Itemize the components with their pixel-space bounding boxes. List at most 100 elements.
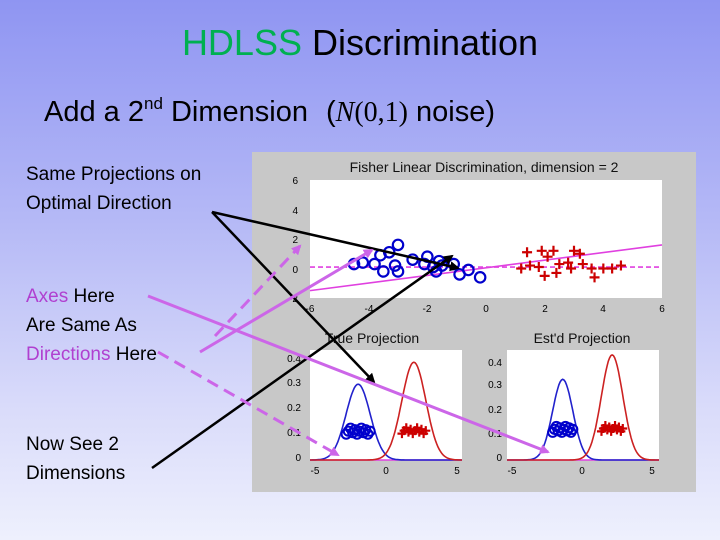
arrow-to-est-projection (211, 210, 460, 272)
top-xtick: -2 (423, 304, 432, 315)
subtitle-mid: Dimension (162, 96, 308, 128)
top-xtick: 0 (483, 304, 489, 315)
class2-plus-point (586, 263, 597, 274)
class1-circle-point (473, 271, 487, 284)
note-same-projections: Same Projections on Optimal Direction (26, 160, 201, 218)
right-plot-area (507, 350, 659, 460)
left-xtick: 5 (454, 466, 460, 477)
left-ytick: 0.1 (287, 428, 301, 439)
class1-circle-point (388, 259, 402, 272)
math-args: (0,1) (354, 97, 408, 128)
right-ytick: 0.3 (488, 380, 502, 391)
class1-circle-point (462, 263, 475, 277)
title-rest: Discrimination (301, 22, 539, 63)
left-ytick: 0.4 (287, 354, 301, 365)
top-ytick: 0 (292, 265, 298, 276)
true-circle-point (364, 425, 376, 437)
subtitle-sup: nd (143, 94, 163, 113)
right-xtick: -5 (508, 466, 517, 477)
est-circle-point (567, 423, 579, 435)
slide-subtitle: Add a 2nd Dimension (N(0,1) noise) (44, 94, 496, 128)
arrow-to-2d-scatter (151, 254, 454, 470)
est-density-curve (507, 378, 659, 461)
arrow-directions-to-true-axis (157, 350, 340, 457)
right-ytick: 0.2 (488, 405, 502, 416)
note-axes-directions: Axes Here Are Same As Directions Here (26, 282, 157, 369)
note2-axes: Axes (26, 286, 69, 307)
top-ytick: 4 (292, 206, 298, 217)
arrow-axes-to-dashed-line (213, 244, 302, 338)
class1-circle-point (377, 265, 390, 278)
note1-line2: Optimal Direction (26, 193, 172, 214)
class2-plus-point (577, 259, 588, 270)
class1-circle-point (391, 238, 405, 252)
note3-line1: Now See 2 (26, 434, 119, 455)
title-highlight: HDLSS (181, 22, 302, 63)
top-xtick: 4 (600, 304, 606, 315)
right-plot-title: Est'd Projection (534, 330, 631, 346)
class2-plus-point (563, 257, 574, 268)
right-xtick: 5 (649, 466, 655, 477)
left-y-ticks: 0.4 0.3 0.2 0.1 0 (287, 354, 301, 464)
left-ytick: 0.3 (287, 378, 301, 389)
left-ytick: 0.2 (287, 403, 301, 414)
left-plot-title: True Projection (325, 330, 419, 346)
est-plus-point (618, 423, 628, 433)
true-plus-point (421, 426, 431, 436)
subtitle-post: noise) (407, 96, 496, 128)
class2-plus-point (533, 262, 544, 273)
note1-line1: Same Projections on (26, 164, 202, 185)
class2-plus-point (598, 263, 609, 274)
class1-circle-point (391, 265, 405, 278)
class2-plus-point (516, 263, 527, 274)
top-xtick: 2 (542, 304, 548, 315)
true-density-curve (310, 361, 462, 461)
left-plot-marks (310, 361, 462, 461)
note2-here2: Here (110, 344, 157, 365)
class2-plus-point (589, 272, 600, 283)
class2-plus-point (542, 251, 553, 262)
subtitle-math: N(0,1) (336, 97, 408, 128)
figure-svg: Fisher Linear Discrimination, dimension … (287, 159, 666, 477)
left-ytick: 0 (295, 453, 301, 464)
class2-plus-point (569, 245, 579, 256)
class2-plus-point (522, 247, 533, 258)
top-xtick: -6 (306, 304, 315, 315)
class2-plus-point (615, 260, 626, 271)
left-xtick: -5 (311, 466, 320, 477)
est-density-curve (507, 353, 659, 461)
note2-here: Here (68, 286, 115, 307)
right-xtick: 0 (579, 466, 585, 477)
class2-plus-point (548, 245, 559, 256)
top-plot-title: Fisher Linear Discrimination, dimension … (350, 159, 619, 175)
class2-plus-point (566, 263, 577, 274)
note-two-dimensions: Now See 2 Dimensions (26, 430, 125, 488)
top-x-ticks: -6 -4 -2 0 2 4 6 (306, 304, 666, 315)
arrow-axes-to-est-axis (147, 294, 550, 454)
class2-plus-point (551, 267, 562, 278)
top-xtick: -4 (365, 304, 374, 315)
class2-plus-point (525, 260, 535, 271)
subtitle-pre: Add a 2 (44, 96, 144, 128)
right-plot-marks (507, 353, 659, 461)
right-ytick: 0 (496, 453, 502, 464)
left-xtick: 0 (383, 466, 389, 477)
right-y-ticks: 0.4 0.3 0.2 0.1 0 (488, 358, 502, 464)
class2-plus-point (574, 248, 585, 259)
class2-plus-point (539, 270, 550, 281)
arrow-directions-to-solid-line (199, 248, 374, 354)
note3-line2: Dimensions (26, 463, 126, 484)
math-n: N (335, 97, 355, 128)
matlab-figure: Fisher Linear Discrimination, dimension … (252, 152, 696, 492)
top-xtick: 6 (659, 304, 665, 315)
class2-plus-point (554, 259, 565, 270)
top-ytick: 2 (292, 235, 298, 246)
class2-plus-point (536, 245, 547, 256)
right-ytick: 0.4 (488, 358, 502, 369)
note2-line2: Are Same As (26, 315, 137, 336)
slide-title: HDLSS Discrimination (0, 22, 720, 64)
right-x-ticks: -5 0 5 (508, 466, 656, 477)
class2-plus-point (607, 263, 618, 274)
class1-circle-point (368, 257, 381, 271)
